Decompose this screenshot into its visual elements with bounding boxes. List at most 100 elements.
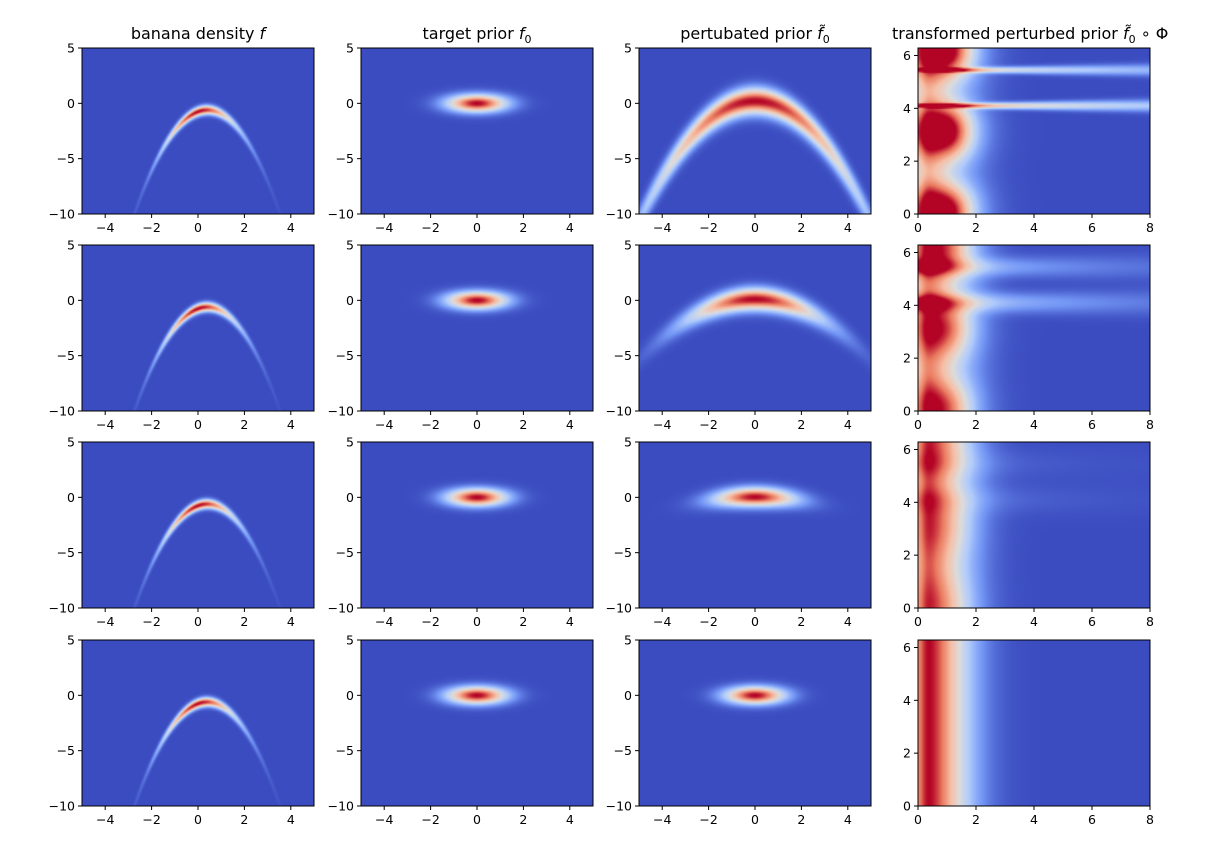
x-tick-label: −4 <box>96 220 114 235</box>
y-tick-label: 0 <box>67 490 75 505</box>
y-tick-label: −10 <box>328 799 354 814</box>
x-tick-label: 8 <box>1146 812 1154 827</box>
x-tick-label: 6 <box>1088 614 1096 629</box>
x-tick-label: 0 <box>751 220 759 235</box>
heatmap-image <box>639 442 871 608</box>
x-tick-label: 4 <box>1030 220 1038 235</box>
y-tick-label: −5 <box>614 348 632 363</box>
x-tick-label: 0 <box>194 812 202 827</box>
x-tick-label: 0 <box>751 614 759 629</box>
y-tick-label: 6 <box>903 442 911 457</box>
y-tick-label: −10 <box>606 404 632 419</box>
x-tick-label: 2 <box>972 417 980 432</box>
heatmap-image <box>918 245 1150 411</box>
y-tick-label: 0 <box>346 96 354 111</box>
x-tick-label: 4 <box>287 614 295 629</box>
y-tick-label: −10 <box>49 601 75 616</box>
y-tick-label: 4 <box>903 298 911 313</box>
column-title-transformed: transformed perturbed prior f̃0 ∘ Φ <box>892 24 1168 46</box>
x-tick-label: 2 <box>797 812 805 827</box>
x-tick-label: 2 <box>519 220 527 235</box>
x-tick-label: 2 <box>240 812 248 827</box>
column-title-banana: banana density f <box>131 24 268 43</box>
y-tick-label: −5 <box>336 348 354 363</box>
x-tick-label: 4 <box>566 812 574 827</box>
x-tick-label: 2 <box>240 220 248 235</box>
x-tick-label: 4 <box>566 220 574 235</box>
x-tick-label: 2 <box>797 417 805 432</box>
y-tick-label: 5 <box>67 41 75 56</box>
panel-r1-perturbed: −4 −2 0 2 4 5 0 −5 −10 <box>606 41 872 235</box>
x-tick-label: −2 <box>699 614 717 629</box>
x-tick-label: 0 <box>751 812 759 827</box>
panel-r1-target: −4 −2 0 2 4 5 0 −5 −10 <box>328 41 594 235</box>
x-tick-label: 4 <box>287 220 295 235</box>
x-tick-label: −4 <box>653 812 671 827</box>
y-tick-label: 5 <box>346 41 354 56</box>
y-tick-label: 0 <box>67 688 75 703</box>
y-tick-label: −5 <box>57 348 75 363</box>
heatmap-image <box>639 48 871 214</box>
heatmap-image <box>639 245 871 411</box>
x-tick-label: 4 <box>566 614 574 629</box>
x-tick-label: 4 <box>844 220 852 235</box>
x-tick-label: 4 <box>566 417 574 432</box>
y-tick-label: −5 <box>336 743 354 758</box>
panel-r3-target: −4 −2 0 2 4 5 0 −5 −10 <box>328 435 594 629</box>
panel-r2-target: −4 −2 0 2 4 5 0 −5 −10 <box>328 238 594 432</box>
y-tick-label: 4 <box>903 495 911 510</box>
y-tick-label: 4 <box>903 693 911 708</box>
y-tick-label: 5 <box>67 633 75 648</box>
heatmap-image <box>361 245 593 411</box>
x-tick-label: 4 <box>1030 614 1038 629</box>
x-tick-label: 0 <box>914 220 922 235</box>
x-tick-label: 0 <box>751 417 759 432</box>
heatmap-image <box>918 640 1150 806</box>
heatmap-image <box>82 48 314 214</box>
y-tick-label: −5 <box>57 545 75 560</box>
y-tick-label: 2 <box>903 548 911 563</box>
heatmap-image <box>918 442 1150 608</box>
y-tick-label: −5 <box>57 151 75 166</box>
heatmap-image <box>82 442 314 608</box>
x-tick-label: −2 <box>142 417 160 432</box>
x-tick-label: −2 <box>421 220 439 235</box>
x-tick-label: 4 <box>1030 417 1038 432</box>
heatmap-image <box>361 48 593 214</box>
heatmap-image <box>639 640 871 806</box>
x-tick-label: −2 <box>142 812 160 827</box>
y-tick-label: 5 <box>346 435 354 450</box>
panel-r4-banana: −4 −2 0 2 4 5 0 −5 −10 <box>49 633 315 827</box>
x-tick-label: 8 <box>1146 417 1154 432</box>
y-tick-label: −10 <box>606 601 632 616</box>
y-tick-label: −5 <box>614 151 632 166</box>
y-tick-label: 0 <box>624 96 632 111</box>
y-tick-label: 2 <box>903 154 911 169</box>
y-tick-label: 5 <box>624 633 632 648</box>
x-tick-label: 0 <box>194 417 202 432</box>
y-tick-label: −10 <box>49 207 75 222</box>
heatmap-image <box>82 245 314 411</box>
x-tick-label: 4 <box>844 614 852 629</box>
y-tick-label: −5 <box>336 151 354 166</box>
x-tick-label: 2 <box>240 614 248 629</box>
x-tick-label: 0 <box>194 220 202 235</box>
x-tick-label: −4 <box>375 812 393 827</box>
x-tick-label: 2 <box>972 812 980 827</box>
y-tick-label: −10 <box>328 207 354 222</box>
x-tick-label: −4 <box>96 614 114 629</box>
x-tick-label: −4 <box>653 220 671 235</box>
x-tick-label: −4 <box>375 614 393 629</box>
x-tick-label: 8 <box>1146 614 1154 629</box>
x-tick-label: −4 <box>653 614 671 629</box>
x-tick-label: 0 <box>473 220 481 235</box>
y-tick-label: 5 <box>624 41 632 56</box>
y-tick-label: 5 <box>346 633 354 648</box>
y-tick-label: −5 <box>614 545 632 560</box>
x-tick-label: −4 <box>653 417 671 432</box>
x-tick-label: −2 <box>421 812 439 827</box>
x-tick-label: 0 <box>914 614 922 629</box>
x-tick-label: −2 <box>142 614 160 629</box>
x-tick-label: 4 <box>287 812 295 827</box>
x-tick-label: 2 <box>972 614 980 629</box>
